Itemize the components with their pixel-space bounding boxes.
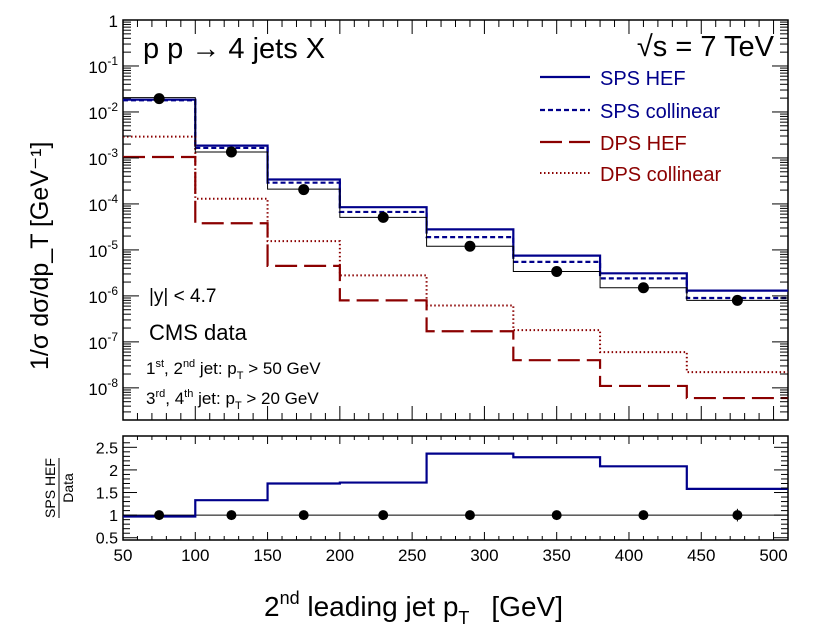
jet-cut-2: 3rd, 4th jet: pT > 20 GeV [146, 388, 319, 412]
x-tick-label: 100 [181, 546, 209, 565]
ratio-data-point [638, 510, 649, 521]
y-tick-label: 10-5 [88, 238, 118, 261]
ratio-y-tick-label: 2 [109, 463, 118, 480]
ratio-data-point [226, 510, 237, 521]
ratio-data-point [464, 510, 475, 521]
ratio-label-numerator: SPS HEF [42, 458, 58, 518]
data-point [731, 294, 743, 306]
ratio-y-tick-label: 1 [109, 508, 118, 525]
jet-cut-1: 1st, 2nd jet: pT > 50 GeV [146, 358, 321, 382]
y-tick-label: 10-8 [88, 376, 118, 399]
series-cms-data-line [123, 97, 788, 301]
data-point [153, 93, 165, 105]
x-tick-label: 500 [759, 546, 787, 565]
series-dps-hef [123, 155, 788, 400]
x-tick-label: 150 [253, 546, 281, 565]
ratio-data-point [732, 510, 743, 521]
y-tick-label: 10-6 [88, 284, 118, 307]
data-point [377, 211, 389, 223]
legend-label-dps-collinear: DPS collinear [600, 164, 722, 186]
data-point [637, 282, 649, 294]
series-dps-collinear [123, 135, 788, 374]
rapidity-cut: |y| < 4.7 [149, 286, 216, 307]
legend-label-dps-hef: DPS HEF [600, 133, 687, 155]
ratio-label-denominator: Data [60, 473, 76, 503]
x-tick-label: 200 [326, 546, 354, 565]
x-tick-label: 50 [114, 546, 133, 565]
ratio-data-point [298, 510, 309, 521]
legend: SPS HEF SPS collinear DPS HEF DPS collin… [540, 68, 722, 186]
series-sps-collinear [123, 99, 788, 300]
ratio-y-tick-label: 2.5 [96, 440, 118, 457]
y-tick-label: 10-3 [88, 146, 118, 169]
data-point [551, 265, 563, 277]
legend-label-sps-collinear: SPS collinear [600, 101, 720, 123]
x-tick-label: 350 [543, 546, 571, 565]
y-tick-label: 10-4 [88, 192, 118, 215]
cms-data-label: CMS data [149, 320, 248, 345]
ratio-y-tick-label: 0.5 [96, 531, 118, 548]
legend-label-sps-hef: SPS HEF [600, 68, 686, 90]
data-point [298, 184, 310, 196]
y-tick-label: 10-7 [88, 330, 118, 353]
y-tick-label: 10-2 [88, 100, 118, 123]
x-tick-label: 400 [615, 546, 643, 565]
ratio-data-point [154, 510, 165, 521]
x-tick-label: 300 [470, 546, 498, 565]
y-tick-label: 1 [109, 12, 118, 31]
ratio-y-tick-label: 1.5 [96, 486, 118, 503]
ratio-data-point [551, 510, 562, 521]
x-tick-label: 450 [687, 546, 715, 565]
ratio-data-point [378, 510, 389, 521]
x-axis-title: 2nd leading jet pT [GeV] [264, 588, 563, 628]
x-tick-label: 250 [398, 546, 426, 565]
y-axis-title: 1/σ dσ/dp_T [GeV⁻¹] [26, 142, 54, 370]
energy-label: √s = 7 TeV [637, 31, 775, 63]
y-tick-label: 10-1 [88, 54, 118, 77]
series-sps-hef [123, 98, 788, 292]
series-ratio-sps-hef [123, 452, 788, 518]
chart-title: p p → 4 jets X [143, 33, 325, 65]
data-point [225, 146, 237, 158]
data-point [464, 240, 476, 252]
ratio-y-axis-title: SPS HEF Data [42, 458, 76, 518]
